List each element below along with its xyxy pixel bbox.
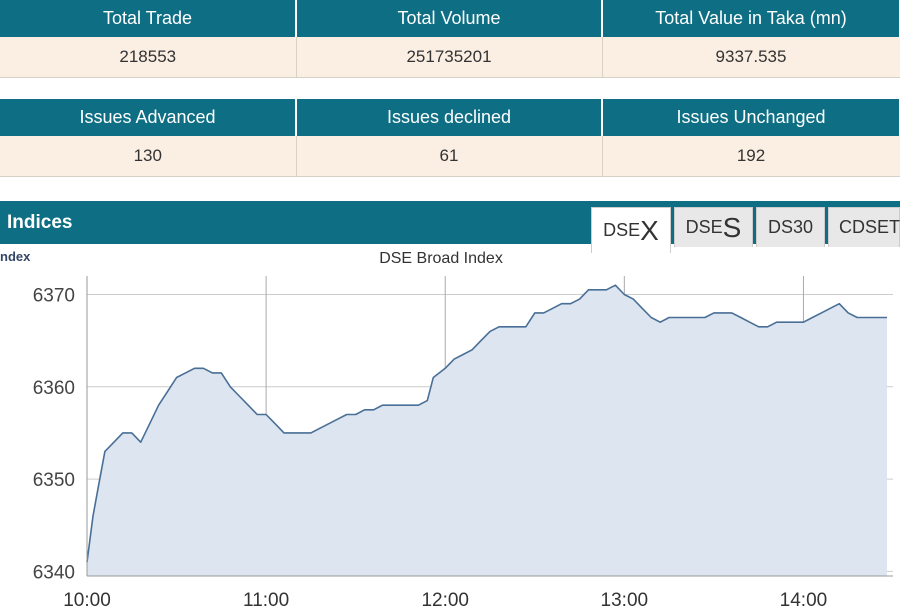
issues-advanced-header: Issues Advanced (0, 99, 297, 136)
issues-advanced-value: 130 (0, 136, 297, 177)
tab-dsex[interactable]: DSE X (591, 207, 671, 253)
x-tick-label: 10:00 (63, 590, 111, 607)
total-trade-value: 218553 (0, 37, 297, 78)
x-tick-label: 14:00 (780, 590, 828, 607)
tab-cdset-label: CDSET (839, 217, 900, 237)
index-label-fragment: ndex (0, 249, 31, 264)
y-tick-label: 6360 (33, 378, 75, 399)
issues-unchanged-value: 192 (602, 136, 900, 177)
tab-dses-suffix: S (722, 211, 742, 243)
tab-dsex-suffix: X (640, 214, 659, 246)
tab-dses-prefix: DSE (685, 217, 723, 237)
issues-declined-value: 61 (296, 136, 603, 177)
total-volume-header: Total Volume (296, 0, 603, 37)
x-tick-label: 11:00 (243, 590, 289, 607)
total-volume-value: 251735201 (296, 37, 603, 78)
tab-ds30-label: DS30 (767, 217, 814, 237)
x-tick-label: 12:00 (421, 590, 469, 607)
y-tick-label: 6370 (33, 285, 75, 306)
index-series-line (86, 284, 887, 563)
issues-unchanged-header: Issues Unchanged (602, 99, 900, 136)
total-trade-header: Total Trade (0, 0, 297, 37)
total-value-value: 9337.535 (602, 37, 900, 78)
tab-dsex-prefix: DSE (603, 220, 641, 240)
tab-ds30[interactable]: DS30 (756, 207, 825, 247)
issues-declined-header: Issues declined (296, 99, 603, 136)
market-summary-table: Total Trade Total Volume Total Value in … (0, 0, 900, 78)
tab-cdset[interactable]: CDSET (828, 207, 900, 247)
index-area-fill (87, 285, 887, 576)
x-tick-label: 13:00 (601, 590, 649, 607)
chart-title: DSE Broad Index (379, 250, 503, 267)
total-value-header: Total Value in Taka (mn) (602, 0, 900, 37)
dse-broad-index-chart: ndex DSE Broad Index 6340 6350 6360 6370 10:… (0, 249, 893, 607)
y-tick-label: 6340 (33, 562, 75, 583)
y-tick-label: 6350 (33, 470, 75, 491)
indices-title: Indices (7, 212, 73, 233)
tab-dses[interactable]: DSE S (674, 207, 753, 247)
issues-table: Issues Advanced Issues declined Issues U… (0, 99, 900, 177)
